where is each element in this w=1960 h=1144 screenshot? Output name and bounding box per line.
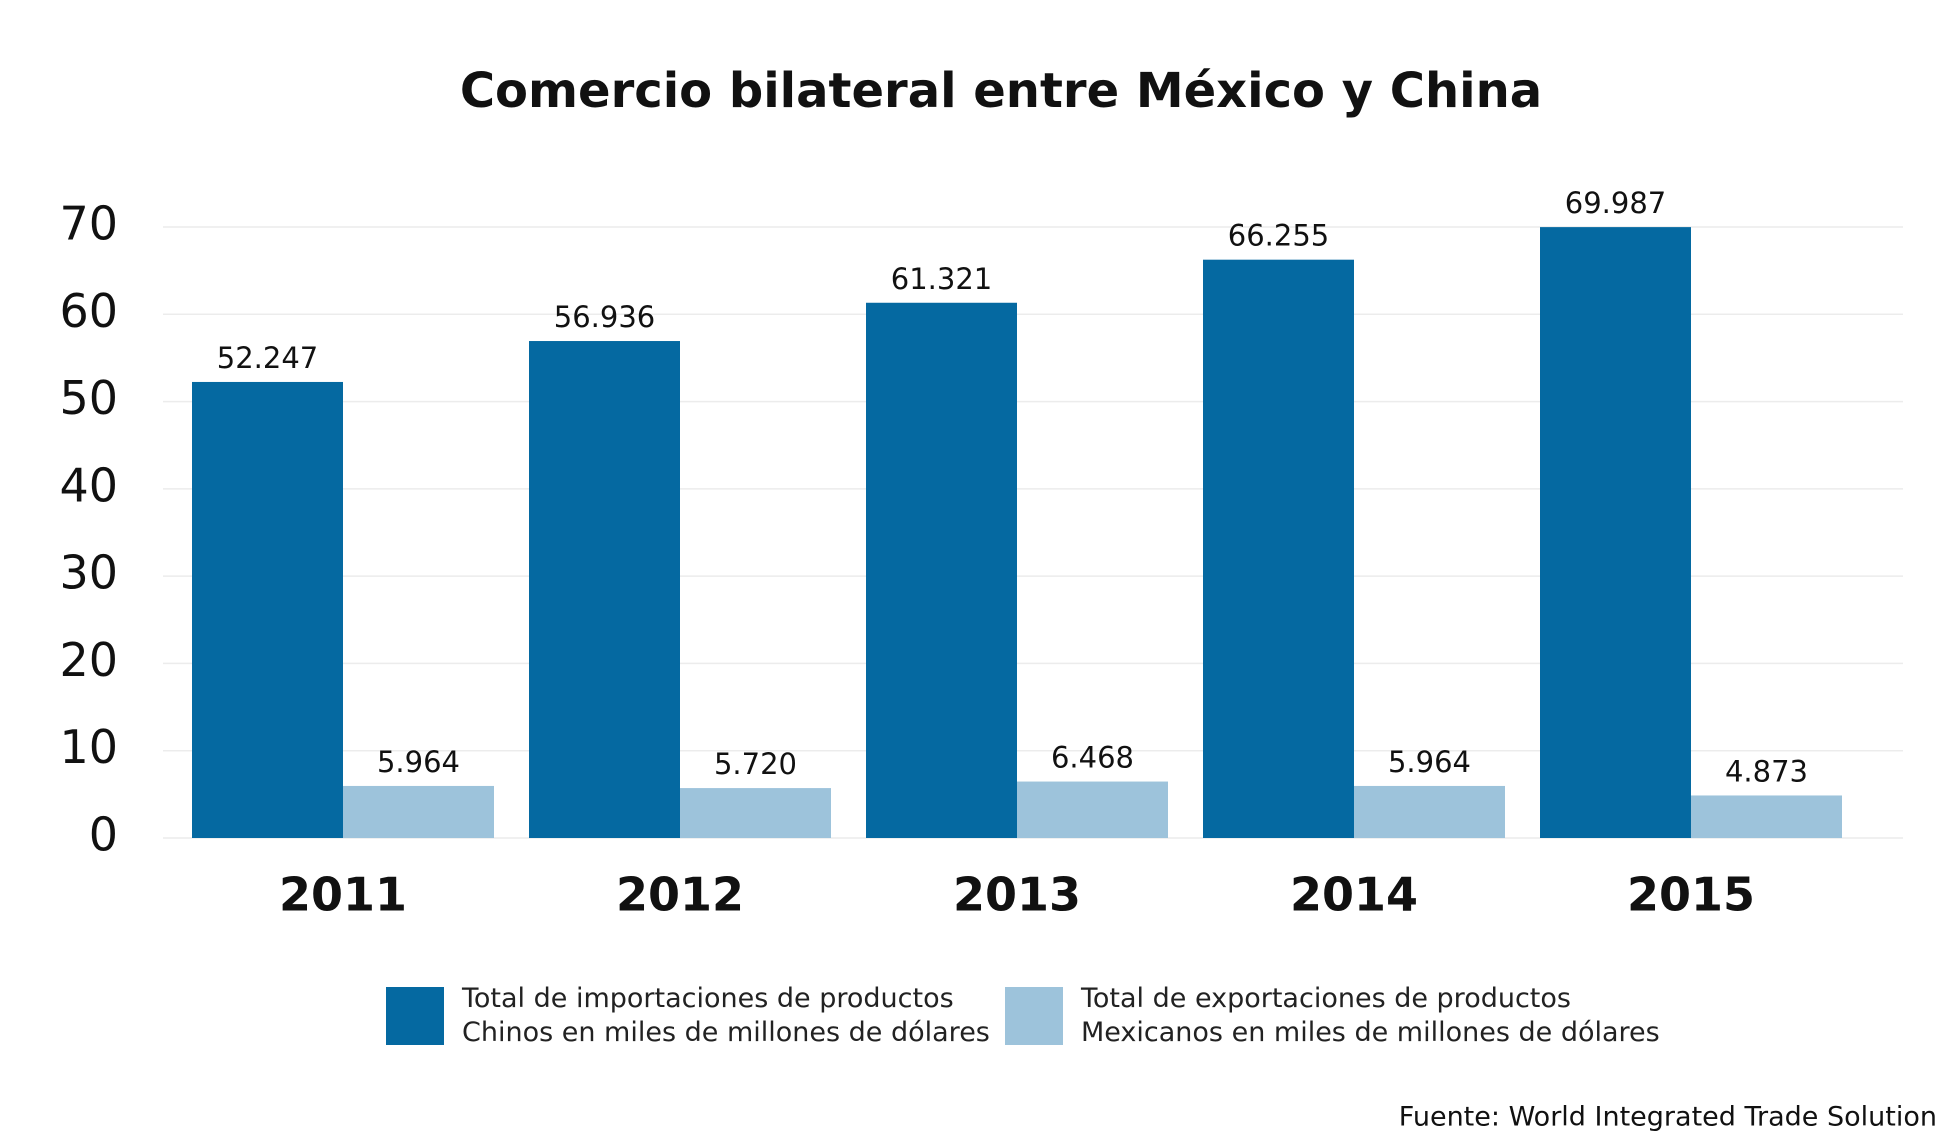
bar	[192, 381, 343, 838]
legend-label: Total de importaciones de productos Chin…	[462, 983, 990, 1048]
y-tick-label: 10	[59, 720, 118, 774]
y-tick-label: 60	[59, 284, 118, 338]
bar	[1691, 795, 1842, 838]
x-tick-label: 2011	[279, 868, 407, 922]
bar	[1540, 227, 1691, 838]
bar	[866, 302, 1017, 839]
value-label: 4.873	[1725, 754, 1808, 788]
bar	[1203, 259, 1354, 839]
y-tick-label: 30	[59, 546, 118, 600]
bar	[1354, 785, 1505, 838]
source-note: Fuente: World Integrated Trade Solution	[1399, 1102, 1937, 1133]
bar	[1017, 781, 1168, 838]
y-tick-label: 20	[59, 633, 118, 687]
value-label: 5.964	[377, 745, 460, 779]
x-tick-label: 2014	[1290, 868, 1418, 922]
y-tick-label: 70	[59, 197, 118, 251]
bar	[529, 341, 680, 838]
value-label: 69.987	[1565, 186, 1666, 220]
x-tick-label: 2013	[953, 868, 1081, 922]
legend-label: Total de exportaciones de productos Mexi…	[1081, 983, 1660, 1048]
value-label: 6.468	[1051, 741, 1134, 775]
value-label: 56.936	[554, 300, 655, 334]
value-label: 52.247	[217, 341, 318, 375]
x-tick-label: 2012	[616, 868, 744, 922]
x-tick-label: 2015	[1627, 868, 1755, 922]
bar	[680, 788, 831, 838]
bar	[343, 785, 494, 838]
legend-item: Total de exportaciones de productos Mexi…	[1005, 982, 1660, 1050]
value-label: 66.255	[1228, 219, 1329, 253]
y-tick-label: 50	[59, 371, 118, 425]
value-label: 5.964	[1388, 745, 1471, 779]
legend-item: Total de importaciones de productos Chin…	[386, 982, 990, 1050]
y-tick-label: 40	[59, 458, 118, 512]
y-tick-label: 0	[89, 808, 118, 862]
chart-title: Comercio bilateral entre México y China	[460, 63, 1542, 119]
legend-swatch	[1005, 987, 1063, 1045]
legend-swatch	[386, 987, 444, 1045]
value-label: 5.720	[714, 747, 797, 781]
value-label: 61.321	[891, 262, 992, 296]
